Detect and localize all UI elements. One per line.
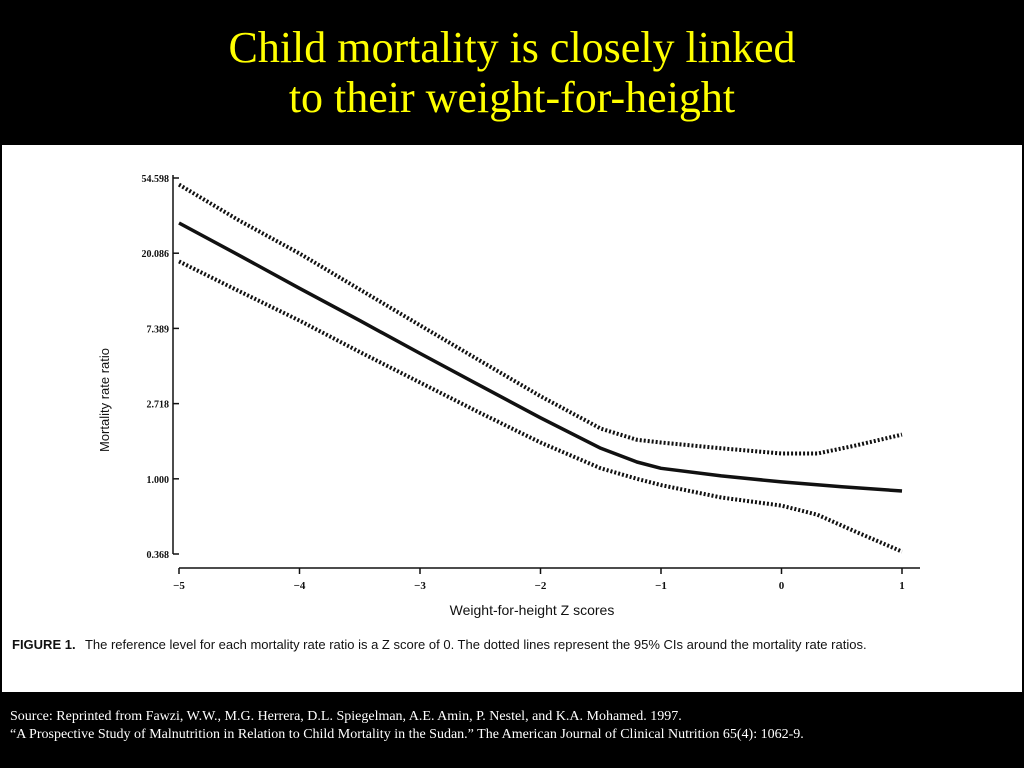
figure-caption-text: The reference level for each mortality r… — [85, 637, 867, 652]
mortality-chart: 0.368 1.000 2.718 7.389 20.086 54.598 −5 −4 −3 −2… — [12, 174, 920, 652]
source-citation: Source: Reprinted from Fawzi, W.W., M.G.… — [10, 708, 1014, 744]
y-tick-label: 20.086 — [142, 249, 170, 260]
lower-ci-line — [178, 259, 903, 554]
x-tick-label: 0 — [779, 580, 785, 592]
y-tick-label: 0.368 — [147, 550, 170, 561]
slide-title-line-2: to their weight-for-height — [288, 72, 736, 122]
x-tick-label: −2 — [535, 580, 547, 592]
y-tick-label: 54.598 — [142, 174, 170, 185]
figure-caption: FIGURE 1. The reference level for each m… — [12, 637, 867, 652]
slide-title: Child mortality is closely linked to the… — [0, 0, 1024, 145]
y-axis-label: Mortality rate ratio — [97, 348, 112, 452]
mortality-rate-ratio-line — [178, 221, 903, 493]
slide-title-line-1: Child mortality is closely linked — [228, 22, 796, 72]
figure-panel: 0.368 1.000 2.718 7.389 20.086 54.598 −5 −4 −3 −2… — [2, 145, 1022, 692]
y-tick-label: 7.389 — [147, 324, 170, 335]
upper-ci-line — [177, 182, 903, 456]
y-tick-label: 2.718 — [147, 400, 170, 411]
figure-caption-label: FIGURE 1. — [12, 637, 76, 652]
x-axis-label: Weight-for-height Z scores — [450, 602, 615, 618]
x-tick-label: 1 — [899, 580, 905, 592]
x-tick-label: −5 — [173, 580, 185, 592]
source-line-2: “A Prospective Study of Malnutrition in … — [10, 727, 804, 742]
chart-axes: 0.368 1.000 2.718 7.389 20.086 54.598 −5 −4 −3 −2… — [142, 174, 920, 592]
chart-series — [177, 182, 903, 554]
x-tick-label: −3 — [414, 580, 426, 592]
x-tick-label: −1 — [655, 580, 667, 592]
source-line-1: Source: Reprinted from Fawzi, W.W., M.G.… — [10, 709, 682, 724]
y-tick-label: 1.000 — [147, 475, 170, 486]
x-tick-label: −4 — [294, 580, 306, 592]
